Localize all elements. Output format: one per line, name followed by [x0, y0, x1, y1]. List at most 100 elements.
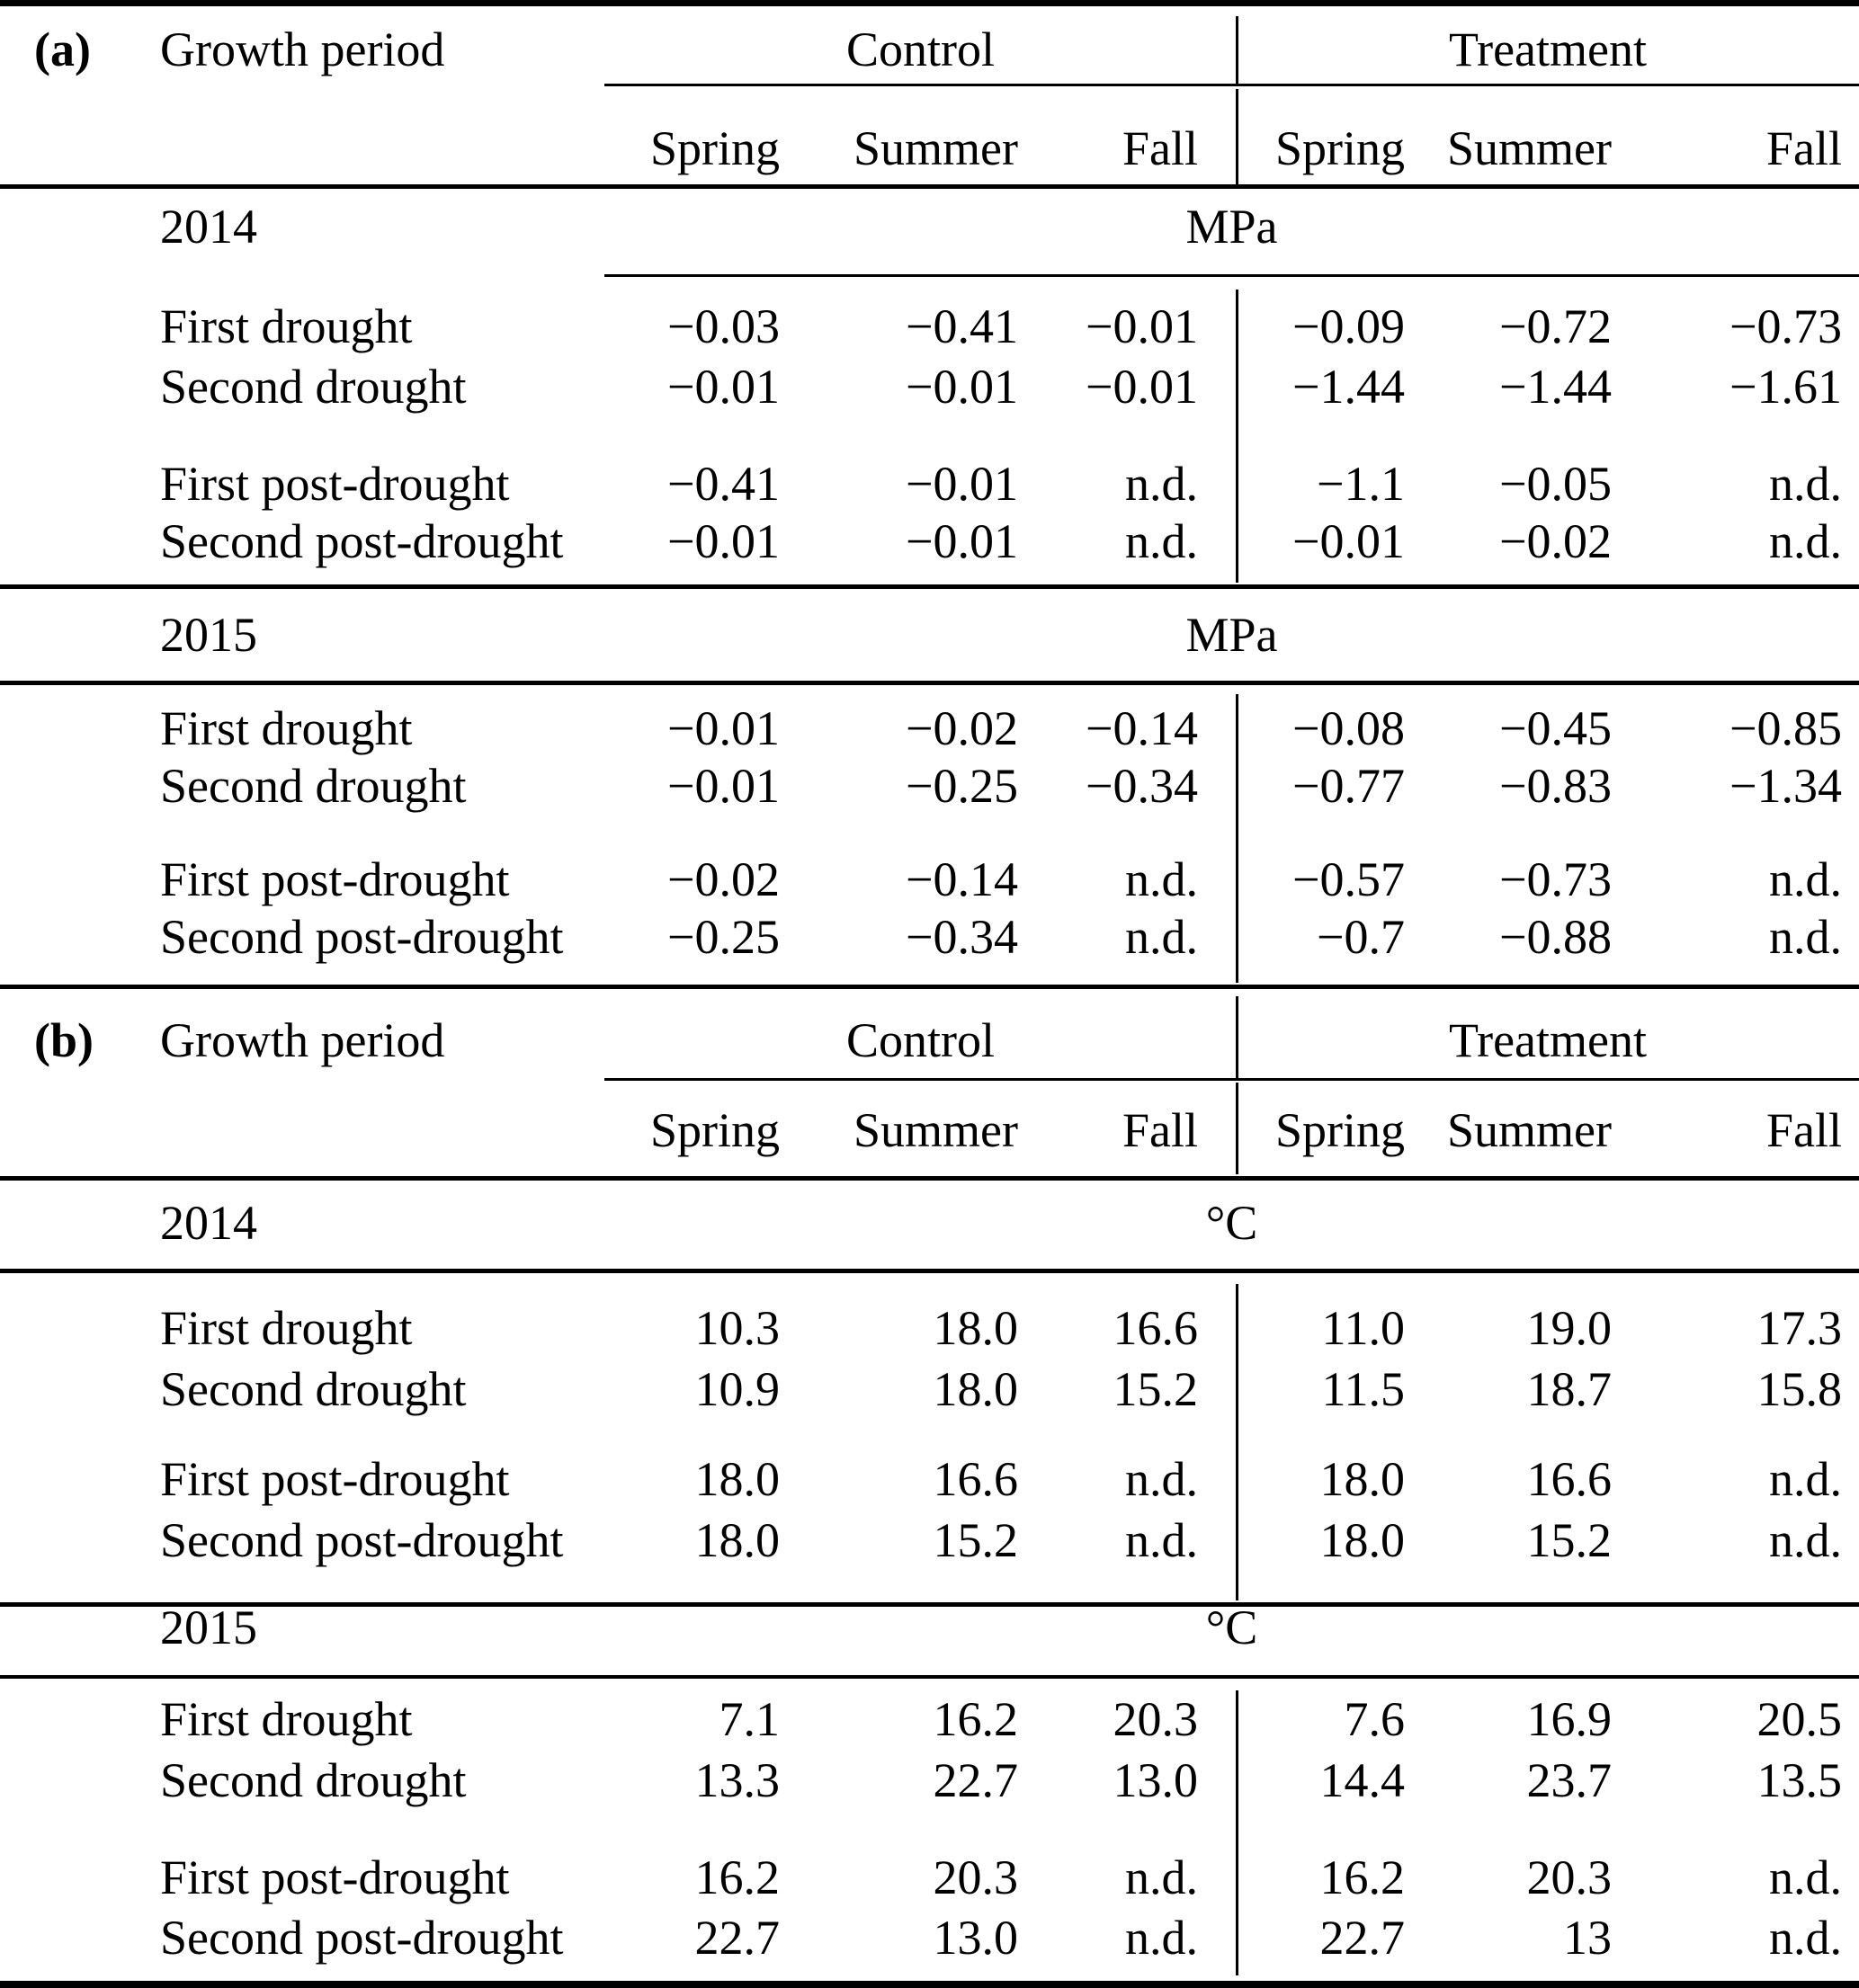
value-cell: 16.2: [1319, 1850, 1406, 1904]
value-cell: −0.88: [1499, 910, 1612, 964]
value-cell: n.d.: [1125, 910, 1198, 964]
table-row: First drought 7.1 16.2 20.3 7.6 16.9 20.…: [0, 1690, 1859, 1748]
spacer: [0, 120, 604, 177]
value-cell: −0.01: [906, 514, 1018, 568]
value-cell: n.d.: [1125, 1911, 1198, 1965]
value-cell: −0.01: [906, 360, 1018, 414]
spacer: [0, 1752, 153, 1809]
growth-period-header: Growth period: [160, 1013, 445, 1067]
value-cell: −0.02: [667, 852, 780, 906]
value-cell: n.d.: [1769, 910, 1842, 964]
spacer: [0, 851, 153, 908]
value-cell: −0.34: [906, 910, 1018, 964]
cmidrule-a-2014: [604, 274, 1859, 277]
season-header: Fall: [1765, 1103, 1842, 1157]
value-cell: −0.01: [1086, 360, 1198, 414]
season-header: Summer: [1447, 1103, 1612, 1157]
value-cell: n.d.: [1125, 1850, 1198, 1904]
column-divider: [1236, 1083, 1238, 1174]
row-label: First drought: [160, 299, 413, 353]
table-row: First post-drought 18.0 16.6 n.d. 18.0 1…: [0, 1450, 1859, 1508]
value-cell: 19.0: [1526, 1301, 1613, 1355]
midrule-b-1: [0, 1176, 1859, 1181]
row-label: First post-drought: [160, 457, 510, 511]
cmidrule-b-header: [604, 1078, 1859, 1081]
value-cell: n.d.: [1125, 457, 1198, 511]
unit-label: MPa: [1185, 608, 1278, 662]
table-row: First post-drought −0.02 −0.14 n.d. −0.5…: [0, 851, 1859, 908]
value-cell: −0.01: [906, 457, 1018, 511]
year-label: 2014: [160, 1196, 257, 1250]
value-cell: n.d.: [1769, 852, 1842, 906]
row-label: First post-drought: [160, 852, 510, 906]
spacer: [0, 1909, 153, 1966]
spacer: [0, 1511, 153, 1569]
value-cell: −0.02: [906, 701, 1018, 755]
value-cell: −0.08: [1292, 701, 1405, 755]
year-unit-band: 2014 °C: [0, 1194, 1859, 1252]
year-label: 2014: [160, 200, 257, 254]
spacer: [0, 606, 153, 664]
unit-label: °C: [1205, 1196, 1258, 1250]
value-cell: −0.25: [906, 759, 1018, 813]
spacer: [0, 1360, 153, 1418]
column-divider: [1236, 290, 1238, 583]
season-header: Fall: [1765, 121, 1842, 175]
row-label: Second post-drought: [160, 514, 564, 568]
spacer: [0, 1599, 153, 1656]
row-label: First drought: [160, 1301, 413, 1355]
column-divider: [1236, 996, 1238, 1078]
value-cell: n.d.: [1125, 852, 1198, 906]
value-cell: −1.61: [1729, 360, 1842, 414]
value-cell: −0.73: [1729, 299, 1842, 353]
row-label: Second post-drought: [160, 910, 564, 964]
value-cell: 13.3: [694, 1753, 781, 1807]
row-label: First post-drought: [160, 1452, 510, 1506]
value-cell: n.d.: [1769, 514, 1842, 568]
value-cell: −0.01: [667, 514, 780, 568]
part-a-header-row: (a) Growth period Control Treatment: [0, 21, 1859, 78]
value-cell: n.d.: [1769, 1850, 1842, 1904]
column-divider: [1236, 1690, 1238, 1975]
row-label: First drought: [160, 1692, 413, 1746]
spacer: [0, 198, 153, 255]
season-header: Spring: [649, 121, 780, 175]
top-rule: [0, 0, 1859, 6]
row-label: First post-drought: [160, 1850, 510, 1904]
value-cell: n.d.: [1769, 1452, 1842, 1506]
spacer: [0, 908, 153, 966]
value-cell: 13.0: [1113, 1753, 1199, 1807]
column-divider: [1236, 694, 1238, 983]
midrule-a-2: [0, 584, 1859, 589]
value-cell: 7.6: [1344, 1692, 1406, 1746]
value-cell: 22.7: [694, 1911, 781, 1965]
value-cell: 13.0: [933, 1911, 1019, 1965]
season-header: Spring: [1274, 121, 1405, 175]
value-cell: 10.9: [694, 1362, 781, 1416]
value-cell: −0.7: [1317, 910, 1405, 964]
value-cell: 16.2: [694, 1850, 781, 1904]
value-cell: 15.2: [1113, 1362, 1199, 1416]
spacer: [0, 1849, 153, 1906]
row-label: First drought: [160, 701, 413, 755]
value-cell: −0.41: [906, 299, 1018, 353]
value-cell: 18.0: [933, 1301, 1019, 1355]
table-row: First drought −0.03 −0.41 −0.01 −0.09 −0…: [0, 298, 1859, 355]
spacer: [0, 1101, 604, 1159]
value-cell: 22.7: [933, 1753, 1019, 1807]
year-unit-band: 2015 °C: [0, 1599, 1859, 1656]
value-cell: 16.9: [1526, 1692, 1613, 1746]
row-label: Second drought: [160, 1753, 467, 1807]
value-cell: 10.3: [694, 1301, 781, 1355]
spacer: [0, 1194, 153, 1252]
midrule-a-1: [0, 184, 1859, 189]
value-cell: −0.01: [1086, 299, 1198, 353]
value-cell: n.d.: [1125, 1513, 1198, 1567]
value-cell: −0.45: [1499, 701, 1612, 755]
value-cell: 18.0: [1319, 1513, 1406, 1567]
value-cell: 14.4: [1319, 1753, 1406, 1807]
value-cell: −0.14: [906, 852, 1018, 906]
value-cell: n.d.: [1769, 1911, 1842, 1965]
value-cell: 22.7: [1319, 1911, 1406, 1965]
